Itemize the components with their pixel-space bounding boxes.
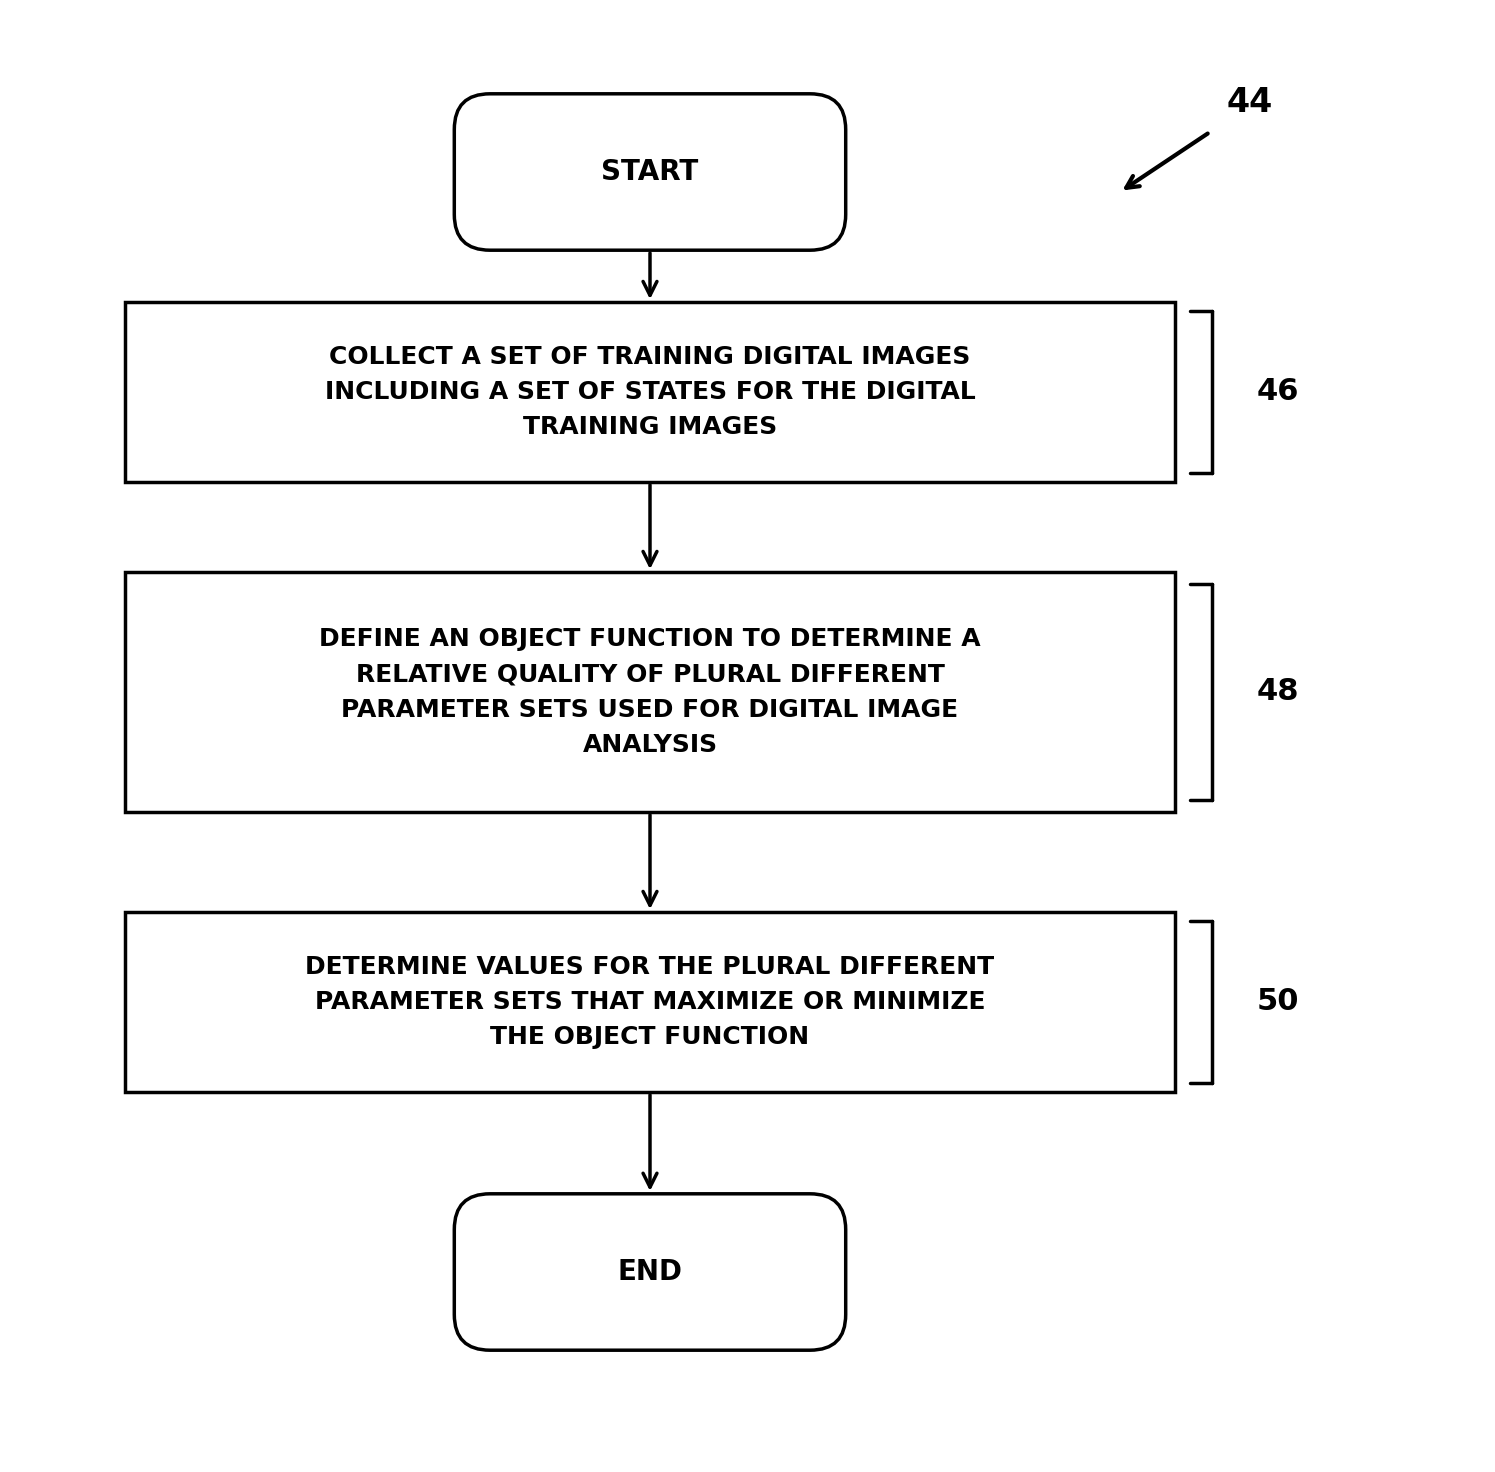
Bar (126, 302, 1175, 481)
Bar (126, 913, 1175, 1092)
Text: 48: 48 (1257, 677, 1299, 707)
Text: 50: 50 (1257, 988, 1299, 1017)
Text: 46: 46 (1257, 377, 1299, 406)
FancyBboxPatch shape (454, 1194, 846, 1350)
Text: END: END (617, 1259, 683, 1287)
Text: COLLECT A SET OF TRAINING DIGITAL IMAGES
INCLUDING A SET OF STATES FOR THE DIGIT: COLLECT A SET OF TRAINING DIGITAL IMAGES… (324, 344, 975, 440)
Bar (126, 573, 1175, 813)
Text: DEFINE AN OBJECT FUNCTION TO DETERMINE A
RELATIVE QUALITY OF PLURAL DIFFERENT
PA: DEFINE AN OBJECT FUNCTION TO DETERMINE A… (320, 627, 981, 757)
Text: 44: 44 (1227, 85, 1274, 119)
Text: DETERMINE VALUES FOR THE PLURAL DIFFERENT
PARAMETER SETS THAT MAXIMIZE OR MINIMI: DETERMINE VALUES FOR THE PLURAL DIFFEREN… (305, 955, 994, 1050)
Text: START: START (601, 158, 698, 185)
FancyBboxPatch shape (454, 94, 846, 250)
